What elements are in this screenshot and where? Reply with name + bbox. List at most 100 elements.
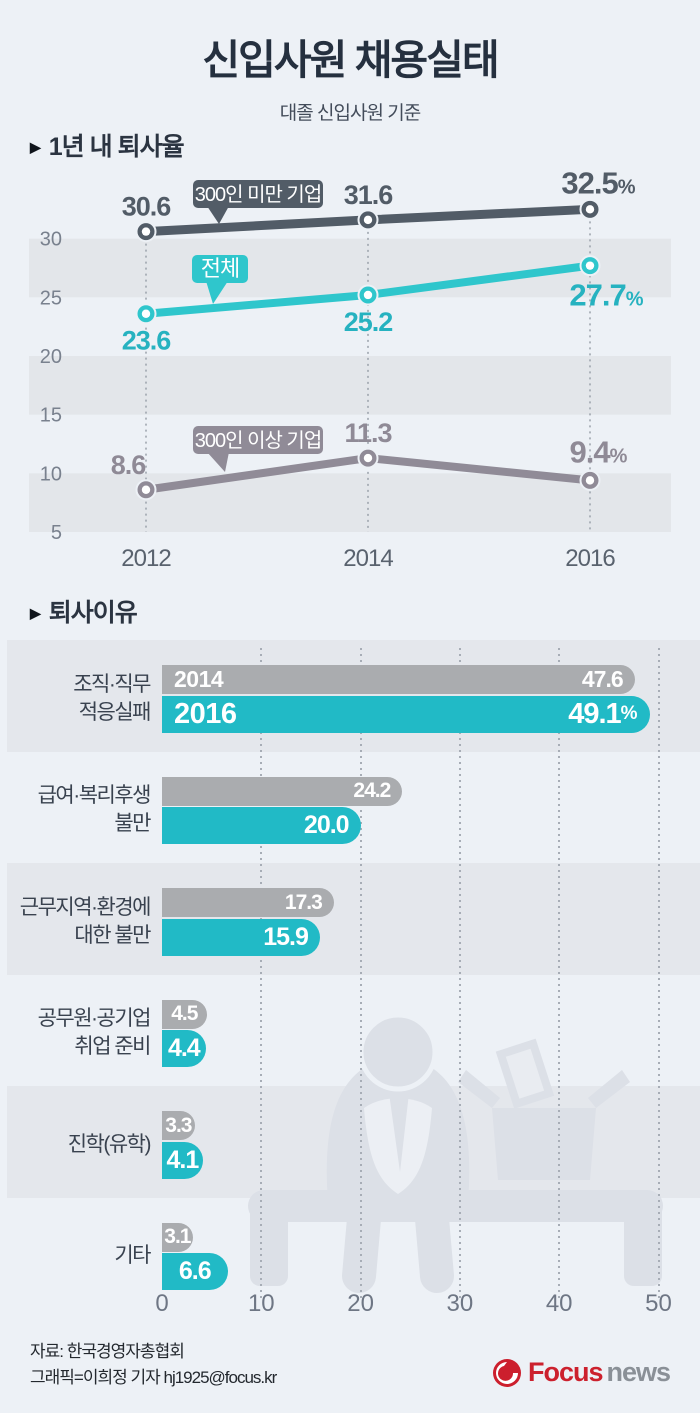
x-axis-tick: 30 — [446, 1290, 474, 1317]
dejected-employee-silhouette — [248, 1012, 663, 1293]
data-point-center — [141, 485, 151, 494]
category-label-line: 대한 불만 — [74, 923, 151, 947]
x-axis-tick: 40 — [545, 1290, 573, 1317]
logo-news-text: news — [606, 1357, 671, 1387]
data-label: 11.3 — [344, 418, 392, 448]
callout-tail — [206, 281, 228, 304]
dotted-gridline — [260, 648, 263, 1300]
bar-value: 3.3 — [165, 1113, 192, 1137]
callout-label-300인 이상 기업: 300인 이상 기업 — [195, 429, 321, 452]
dotted-gridline — [558, 648, 561, 1300]
dotted-gridline — [359, 648, 362, 1300]
bar-2016: 6.6 — [162, 1253, 228, 1290]
category-label-line: 조직·직무 — [73, 672, 151, 696]
data-label: 30.6 — [122, 192, 172, 222]
data-point-center — [141, 227, 151, 236]
row-band — [7, 863, 700, 975]
data-point-center — [363, 215, 373, 225]
bar-2016: 15.9 — [162, 918, 320, 956]
section-title: 퇴사이유 — [48, 599, 138, 627]
turnover-line-chart: 30 25 20 15 10 5 2012 2014 2016 30.6 31.6 32.5% 23.6… — [29, 165, 671, 572]
page-subtitle: 대졸 신입사원 기준 — [279, 103, 421, 124]
bar-2014: 24.2 — [162, 776, 403, 806]
x-axis-tick: 50 — [645, 1290, 672, 1317]
callout-label-300인 미만 기업: 300인 미만 기업 — [195, 183, 321, 206]
data-label: 9.4% — [570, 434, 628, 469]
bar-value: 4.1 — [166, 1145, 199, 1174]
data-point-center — [585, 261, 595, 270]
bar-value: 4.5 — [171, 1002, 198, 1025]
head — [358, 1012, 438, 1092]
x-axis-tick: 0 — [155, 1290, 169, 1317]
data-label: 32.5% — [561, 165, 635, 200]
reasons-bar-chart: 조직·직무 적응실패 2014 47.6 2016 49.1% 급여·복리후생 불만 24.2 2… — [0, 640, 700, 1340]
focusnews-logo-icon — [492, 1358, 521, 1387]
bar-value: 49.1 — [568, 697, 621, 730]
bar-value: 17.3 — [284, 890, 323, 914]
series-legend-2014: 2014 — [174, 666, 224, 692]
y-axis-tick: 30 — [40, 229, 62, 251]
category-label-line: 급여·복리후생 — [37, 784, 152, 807]
bar-2014: 3.1 — [162, 1222, 193, 1252]
grid-band — [29, 473, 671, 532]
category-label-line: 취업 준비 — [74, 1035, 151, 1058]
callout-box — [193, 180, 323, 208]
necktie — [389, 1084, 409, 1172]
data-point-center — [585, 205, 595, 214]
bar-value: 47.6 — [581, 666, 624, 692]
data-label: 8.6 — [111, 450, 147, 480]
data-label: 25.2 — [344, 307, 393, 337]
bar-2014: 3.3 — [162, 1111, 195, 1140]
data-label: 23.6 — [122, 326, 172, 356]
category-label-line: 공무원·공기업 — [37, 1007, 152, 1030]
bar-2014: 4.5 — [162, 999, 207, 1029]
bar-value: 6.6 — [178, 1257, 212, 1285]
bar-2016: 20.0 — [162, 807, 361, 844]
header: 신입사원 채용실태 대졸 신입사원 기준 — [0, 26, 700, 125]
seated-person — [326, 1012, 470, 1293]
data-label: 31.6 — [344, 180, 394, 210]
series-legend-2016: 2016 — [174, 697, 237, 730]
y-axis-tick: 10 — [40, 463, 62, 485]
x-axis-tick: 2012 — [121, 545, 171, 572]
y-axis-tick: 25 — [40, 287, 62, 309]
category-label: 기타 — [0, 1223, 151, 1290]
x-axis-tick: 2016 — [565, 545, 615, 572]
category-label-line: 진학(유학) — [67, 1132, 152, 1156]
bar-2016: 2016 49.1% — [162, 695, 650, 733]
category-label-line: 적응실패 — [78, 700, 152, 724]
callout-label-전체: 전체 — [201, 256, 239, 281]
category-label: 근무지역·환경에 대한 불만 — [0, 888, 152, 955]
data-point-center — [363, 453, 373, 463]
category-label: 진학(유학) — [0, 1111, 152, 1178]
bar-2016: 4.4 — [162, 1030, 206, 1067]
callout-box — [193, 426, 323, 454]
category-label-line: 기타 — [114, 1244, 151, 1267]
bar-2014: 17.3 — [162, 888, 334, 917]
data-point-center — [141, 309, 151, 318]
bar-value: 4.4 — [167, 1034, 201, 1062]
dotted-gridline — [458, 648, 461, 1300]
bar-value: 3.1 — [164, 1225, 191, 1248]
category-label-line: 불만 — [114, 812, 151, 835]
triangle-bullet-icon: ▶ — [30, 605, 41, 621]
callout-box — [192, 255, 248, 283]
page-title: 신입사원 채용실태 — [202, 37, 499, 83]
x-axis-tick: 20 — [347, 1290, 374, 1317]
callout-tail — [207, 206, 229, 224]
y-axis-tick: 20 — [40, 346, 62, 368]
footer-source: 자료: 한국경영자총협회 — [30, 1342, 185, 1361]
section-title: 1년 내 퇴사율 — [48, 133, 185, 161]
x-axis-tick: 10 — [247, 1290, 275, 1317]
x-axis-tick: 2014 — [343, 545, 393, 572]
data-point-center — [585, 476, 595, 485]
bar-2016: 4.1 — [162, 1141, 203, 1179]
bar-2014: 2014 47.6 — [162, 665, 635, 694]
triangle-bullet-icon: ▶ — [30, 139, 41, 155]
bar-value: 20.0 — [303, 811, 350, 839]
callout-tail — [207, 452, 229, 472]
